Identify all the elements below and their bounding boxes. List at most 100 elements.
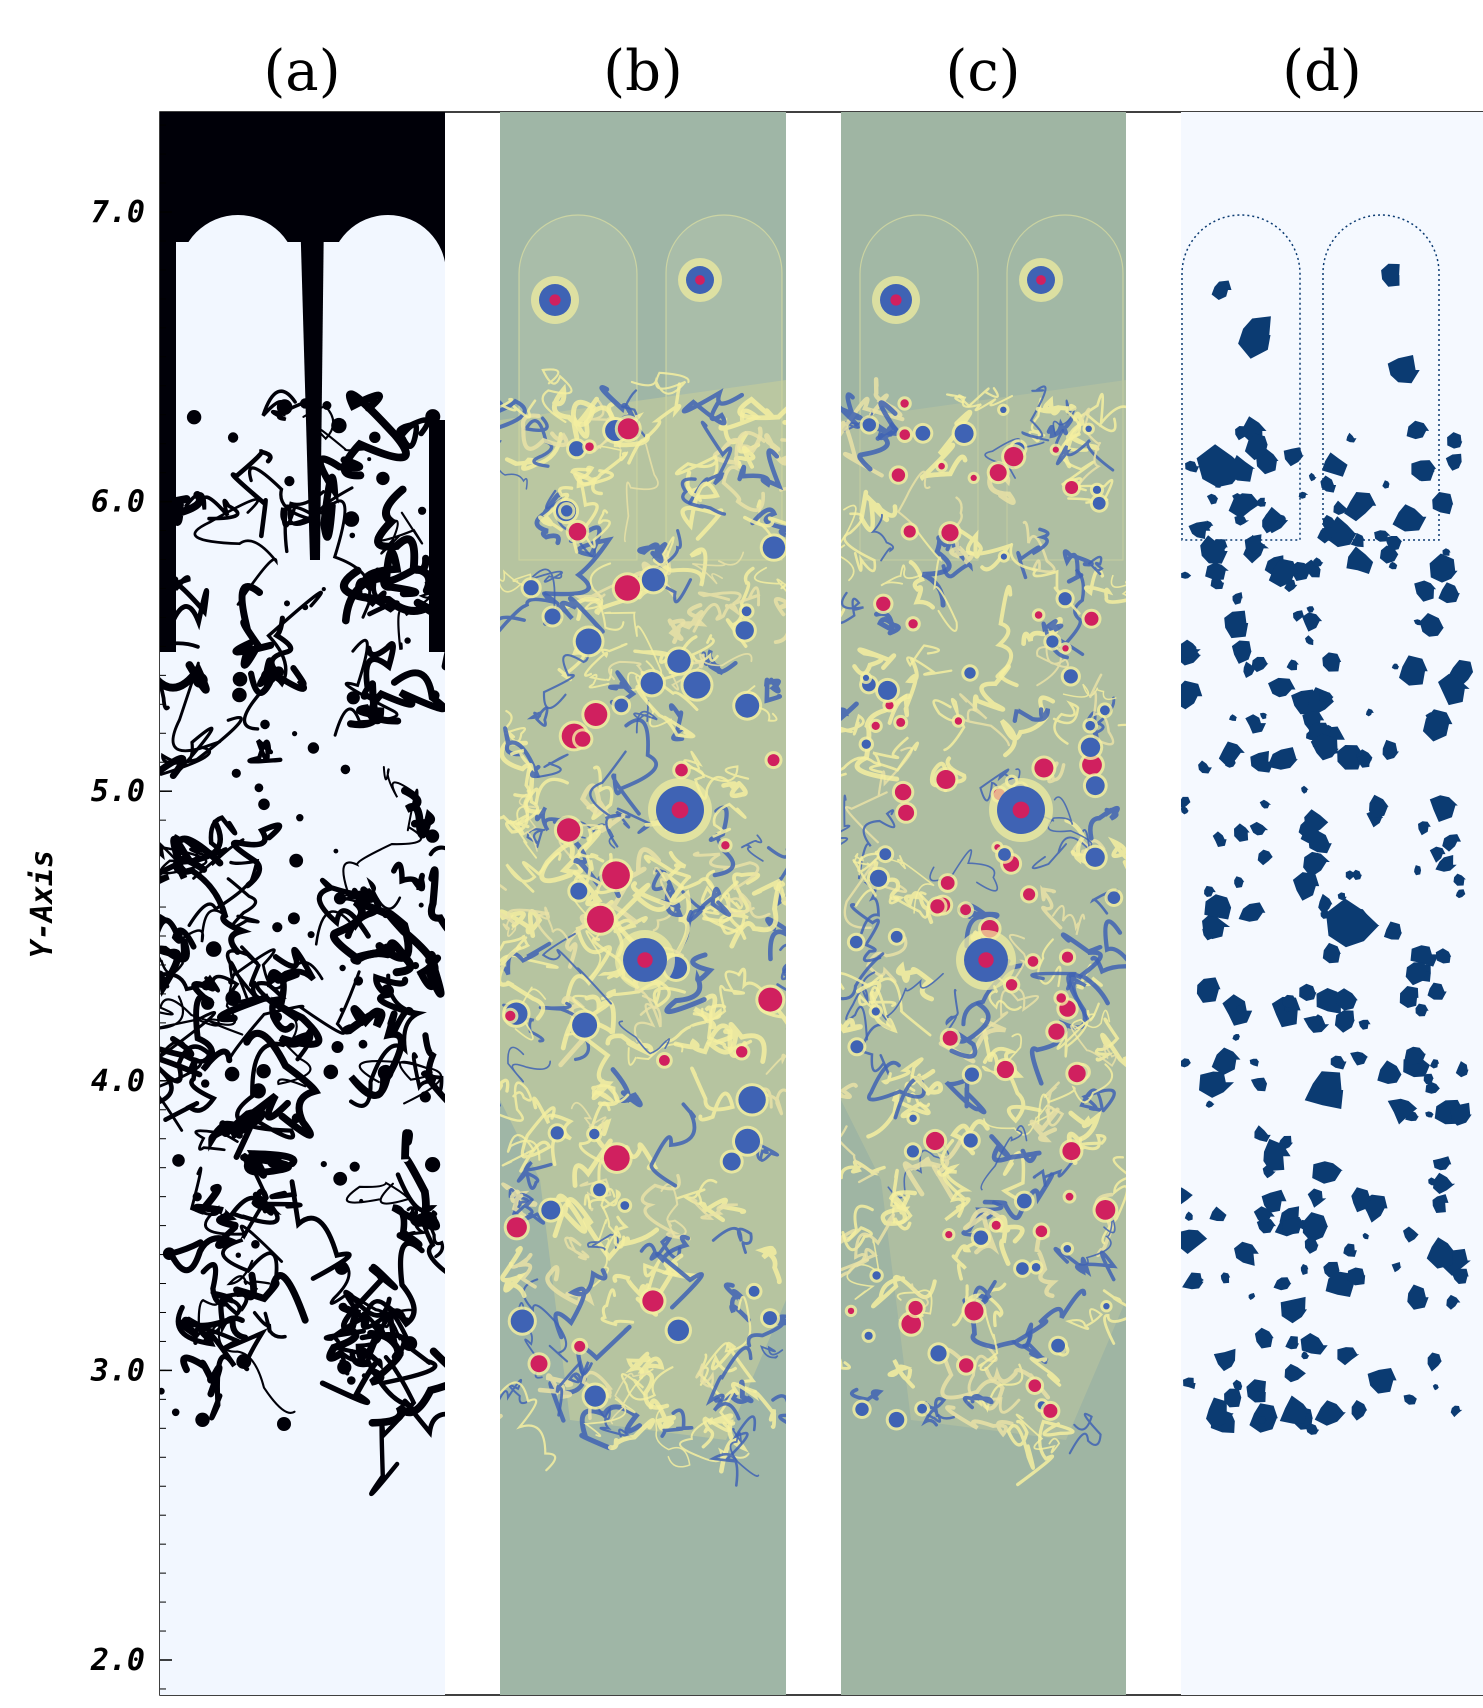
vortex-filament: [849, 903, 882, 963]
vortex-filament: [613, 881, 672, 959]
vortex-region: [1243, 661, 1255, 678]
ligament: [340, 390, 410, 480]
vortex-filament: [583, 1189, 621, 1210]
vortex-filament: [945, 393, 1014, 412]
vortex-filament: [573, 396, 650, 448]
vortex-core: [642, 1290, 664, 1312]
droplet: [337, 1360, 352, 1375]
vortex-filament: [534, 492, 562, 546]
droplet: [359, 1198, 364, 1204]
vortex-core: [1028, 1379, 1042, 1392]
vortex-region: [1300, 1333, 1328, 1355]
droplet: [256, 1064, 271, 1079]
vortex-core: [996, 1060, 1015, 1079]
vortex-filament: [510, 1189, 527, 1233]
vortex-core: [721, 841, 730, 850]
vortex-region: [1282, 994, 1297, 1008]
ligament: [160, 755, 187, 861]
vortex-region: [1229, 714, 1238, 721]
vortex-region: [1234, 1241, 1259, 1266]
vortex-region: [1282, 1218, 1306, 1235]
vortex-filament: [681, 388, 745, 426]
vortex-core: [909, 1114, 917, 1123]
vortex-region: [1267, 747, 1298, 770]
vortex-filament: [519, 1106, 556, 1173]
vortex-filament: [841, 1247, 878, 1279]
vortex-region: [1344, 492, 1377, 522]
vortex-core: [861, 739, 871, 749]
vortex-filament: [1060, 932, 1110, 1006]
vortex-filament: [503, 726, 541, 779]
vortex-core: [1031, 1263, 1041, 1272]
vortex-core: [1004, 447, 1024, 467]
vortex-center: [695, 275, 705, 285]
droplet: [260, 669, 277, 685]
vortex-region: [1352, 869, 1362, 880]
vortex-region: [1196, 444, 1248, 488]
vortex-region: [1211, 1047, 1241, 1076]
vortex-region: [1234, 515, 1250, 526]
vortex-filament: [1062, 683, 1117, 701]
vortex-region: [1365, 708, 1374, 717]
ligament: [316, 455, 364, 541]
vortex-filament: [565, 1197, 660, 1262]
ligament: [193, 498, 278, 606]
ligament: [302, 405, 369, 452]
vortex-filament: [692, 602, 740, 633]
vortex-core: [758, 987, 783, 1012]
vortex-filament: [1110, 574, 1126, 597]
ligament: [166, 1224, 239, 1274]
vortex-region: [1362, 1232, 1370, 1240]
vortex-region: [1303, 1016, 1330, 1033]
vortex-core: [906, 1145, 920, 1158]
vortex-filament: [1102, 1289, 1126, 1345]
finger-outline: [1181, 214, 1301, 541]
ligament: [160, 914, 197, 950]
y-tick-label: 7.0: [91, 195, 145, 230]
vortex-core: [885, 701, 894, 710]
vortex-filament: [1079, 1088, 1116, 1113]
vortex-filament: [701, 970, 745, 1022]
ligament: [230, 822, 283, 888]
ligament: [422, 1032, 445, 1104]
vortex-filament: [984, 1366, 1051, 1400]
droplet: [380, 984, 394, 998]
vortex-region: [1438, 582, 1460, 604]
vortex-filament: [526, 828, 546, 848]
vortex-region: [1302, 1212, 1328, 1243]
y-axis-title: Y-Axis: [25, 850, 60, 958]
vortex-filament: [902, 1156, 942, 1197]
vortex-core: [561, 505, 573, 517]
vortex-center: [890, 294, 902, 306]
vortex-filament: [737, 448, 784, 491]
vortex-filament: [841, 972, 932, 1037]
vortex-filament: [708, 1415, 757, 1487]
vortex-core: [908, 1300, 923, 1316]
vortex-filament: [841, 952, 885, 1001]
vortex-region: [1429, 846, 1446, 863]
vortex-region: [1367, 1368, 1397, 1394]
vortex-filament: [1030, 971, 1090, 1022]
ligament: [184, 492, 240, 521]
vortex-filament: [841, 741, 920, 777]
vortex-filament: [504, 431, 563, 471]
vortex-filament: [1031, 828, 1091, 870]
vortex-core: [1065, 1192, 1074, 1201]
vortex-filament: [856, 1023, 892, 1076]
droplet: [358, 1039, 368, 1049]
ligament: [349, 973, 427, 1108]
ligament: [380, 554, 430, 598]
vortex-region: [1200, 535, 1228, 564]
vortex-core: [586, 905, 614, 933]
vortex-core: [876, 596, 891, 611]
vortex-filament: [501, 1182, 538, 1207]
vortex-region: [1181, 796, 1191, 809]
vortex-filament: [579, 783, 626, 833]
vortex-filament: [891, 1168, 913, 1231]
vortex-core: [641, 568, 666, 592]
vortex-core: [530, 1355, 548, 1373]
vortex-region: [1206, 493, 1219, 505]
vortex-region: [1279, 1395, 1311, 1424]
droplet: [201, 980, 212, 991]
vortex-filament: [841, 1213, 896, 1272]
